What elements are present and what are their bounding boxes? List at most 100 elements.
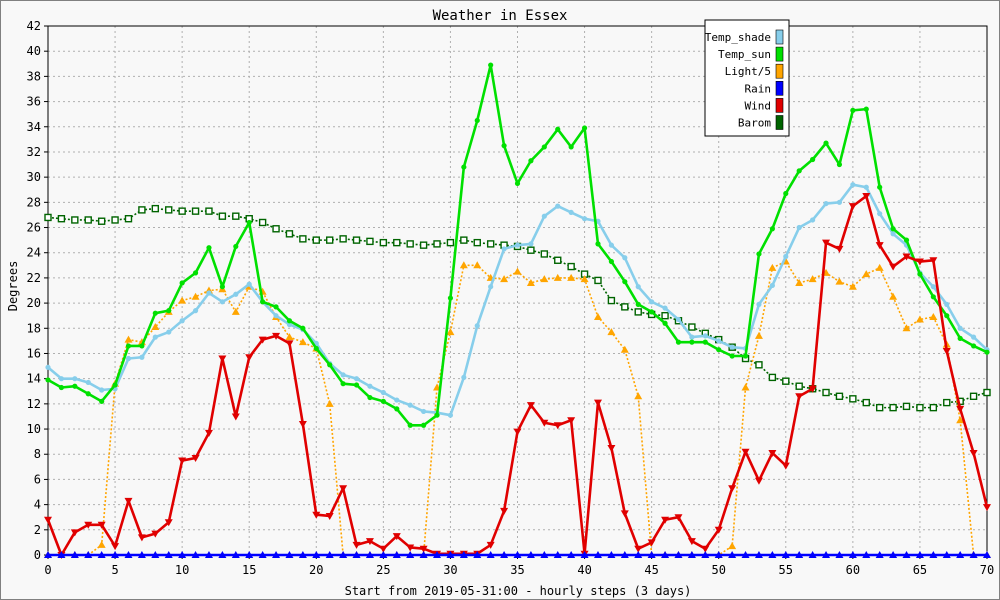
data-point-temp-sun xyxy=(863,106,869,112)
data-point-light-5 xyxy=(231,307,240,315)
y-tick-label: 16 xyxy=(27,346,41,360)
series-wind xyxy=(44,193,991,559)
data-point-temp-sun xyxy=(501,143,507,149)
data-point-wind xyxy=(929,257,938,265)
y-tick-label: 4 xyxy=(34,498,41,512)
data-point-temp-sun xyxy=(756,251,762,257)
data-point-barom xyxy=(406,240,414,248)
data-point-wind xyxy=(500,507,509,515)
data-point-barom xyxy=(97,217,106,225)
series-temp-sun xyxy=(45,62,990,428)
data-point-barom xyxy=(84,216,92,224)
data-point-rain xyxy=(661,551,670,558)
y-tick-label: 6 xyxy=(34,472,41,486)
data-point-temp-sun xyxy=(783,190,789,197)
legend-label-wind: Wind xyxy=(745,99,772,112)
x-tick-label: 30 xyxy=(443,563,457,577)
grid-lines xyxy=(48,25,988,555)
y-tick-label: 42 xyxy=(27,19,41,33)
data-point-temp-shade xyxy=(689,334,695,340)
data-point-temp-shade xyxy=(541,213,547,219)
data-point-light-5 xyxy=(768,263,777,271)
y-tick-label: 32 xyxy=(27,145,41,159)
data-point-temp-sun xyxy=(45,377,51,383)
data-point-wind xyxy=(754,477,763,485)
data-point-wind xyxy=(848,203,857,211)
data-point-temp-sun xyxy=(340,381,346,387)
data-point-barom xyxy=(205,207,213,215)
x-tick-label: 25 xyxy=(376,563,390,577)
data-point-barom xyxy=(929,403,938,412)
data-point-temp-sun xyxy=(675,339,682,345)
data-point-barom xyxy=(527,246,535,254)
data-point-wind xyxy=(298,421,307,429)
y-tick-label: 26 xyxy=(27,221,41,235)
data-point-temp-shade xyxy=(286,321,293,328)
data-point-barom xyxy=(969,392,978,400)
data-point-light-5 xyxy=(459,261,468,269)
data-point-temp-shade xyxy=(192,308,199,314)
x-tick-label: 60 xyxy=(846,563,860,577)
data-point-temp-sun xyxy=(474,117,480,124)
data-point-barom xyxy=(446,238,455,247)
y-axis-label: Degrees xyxy=(6,261,20,312)
data-point-temp-shade xyxy=(555,203,561,209)
y-tick-label: 40 xyxy=(27,44,41,58)
data-point-wind xyxy=(379,545,388,553)
legend-label-light-5: Light/5 xyxy=(725,65,771,78)
data-point-temp-shade xyxy=(756,301,762,307)
data-point-light-5 xyxy=(620,345,629,353)
legend-swatch-light-5 xyxy=(775,63,784,79)
data-point-temp-sun xyxy=(192,270,199,276)
data-point-temp-sun xyxy=(622,279,628,285)
data-point-rain xyxy=(406,551,415,558)
data-point-light-5 xyxy=(634,392,643,400)
data-point-rain xyxy=(486,551,495,558)
data-point-barom xyxy=(419,241,428,249)
data-point-temp-shade xyxy=(152,334,158,340)
data-point-rain xyxy=(580,551,589,558)
data-point-rain xyxy=(902,551,911,558)
data-point-rain xyxy=(365,551,374,558)
data-point-rain xyxy=(231,551,240,558)
data-point-rain xyxy=(567,551,576,558)
data-point-temp-shade xyxy=(233,291,239,297)
data-point-rain xyxy=(245,551,254,558)
data-point-barom xyxy=(258,218,267,227)
data-point-temp-shade xyxy=(474,323,480,329)
data-point-barom xyxy=(44,213,52,222)
data-point-temp-shade xyxy=(166,329,172,335)
data-point-temp-sun xyxy=(514,180,521,187)
legend-label-rain: Rain xyxy=(745,82,772,95)
chart-title: Weather in Essex xyxy=(433,8,568,24)
data-point-temp-sun xyxy=(219,284,225,290)
data-point-wind xyxy=(151,530,160,538)
data-point-temp-sun xyxy=(957,335,963,341)
data-point-wind xyxy=(486,541,495,549)
data-point-light-5 xyxy=(298,338,307,346)
data-point-barom xyxy=(621,303,629,311)
data-point-rain xyxy=(111,551,120,558)
data-point-temp-sun xyxy=(353,382,360,388)
data-point-temp-sun xyxy=(581,125,588,131)
data-point-barom xyxy=(218,212,227,220)
data-point-light-5 xyxy=(835,277,844,285)
data-point-rain xyxy=(701,551,710,558)
data-point-rain xyxy=(500,551,509,558)
data-point-rain xyxy=(459,551,468,558)
data-point-wind xyxy=(862,193,871,201)
data-point-temp-shade xyxy=(340,372,346,378)
data-point-wind xyxy=(325,512,334,520)
data-point-light-5 xyxy=(540,275,549,283)
data-point-temp-shade xyxy=(246,281,252,287)
data-point-rain xyxy=(848,551,857,558)
data-point-barom xyxy=(567,262,575,271)
data-point-wind xyxy=(661,516,670,524)
data-point-wind xyxy=(728,485,737,493)
data-point-light-5 xyxy=(446,328,455,336)
data-point-temp-sun xyxy=(528,158,534,164)
plot-frame xyxy=(47,25,988,556)
data-point-temp-shade xyxy=(380,389,386,396)
